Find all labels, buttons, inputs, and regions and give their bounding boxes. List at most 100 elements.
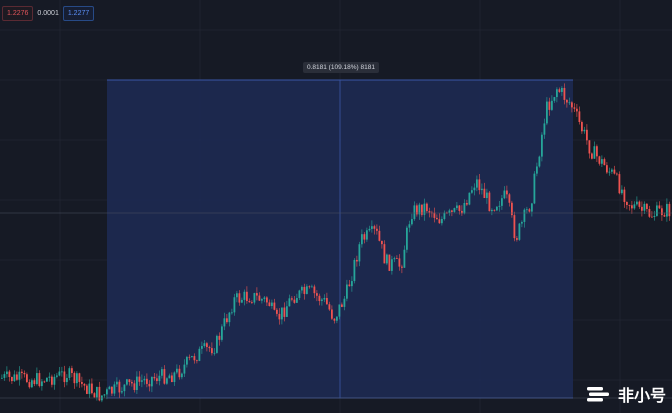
candle-body xyxy=(123,384,126,392)
candle-body xyxy=(336,316,338,321)
candle-body xyxy=(198,348,201,361)
candle-body xyxy=(656,205,658,216)
candle-body xyxy=(461,210,463,214)
feixiaohao-logo-icon xyxy=(586,387,609,402)
candle-body xyxy=(553,97,556,101)
candle-body xyxy=(488,192,491,212)
candle-body xyxy=(278,313,281,320)
candle-body xyxy=(268,302,271,307)
candle-body xyxy=(486,192,488,199)
candle-body xyxy=(383,244,386,264)
candle-body xyxy=(96,386,98,398)
candle-body xyxy=(448,210,451,213)
candle-body xyxy=(293,299,296,303)
candle-body xyxy=(78,373,81,382)
legend-left-value: 1.2276 xyxy=(2,5,34,21)
candle-body xyxy=(168,375,171,379)
candle-body xyxy=(251,302,253,303)
candle-body xyxy=(531,203,533,212)
candle-body xyxy=(231,312,233,314)
candle-body xyxy=(468,192,471,205)
candle-body xyxy=(353,259,356,282)
candle-body xyxy=(508,194,511,203)
candle-body xyxy=(86,385,88,394)
candle-body xyxy=(366,230,368,240)
candle-body xyxy=(218,335,221,340)
candle-body xyxy=(631,205,633,209)
candle-body xyxy=(186,356,188,365)
candle-body xyxy=(288,298,291,307)
candle-body xyxy=(221,326,223,340)
candle-body xyxy=(303,286,306,294)
candle-body xyxy=(621,189,623,194)
candle-body xyxy=(61,371,63,373)
candle-body xyxy=(138,376,141,382)
candle-body xyxy=(483,188,486,199)
candle-body xyxy=(1,377,3,379)
candle-body xyxy=(88,383,91,394)
candle-body xyxy=(643,203,646,211)
candle-body xyxy=(56,375,58,377)
candle-body xyxy=(581,122,583,132)
candle-body xyxy=(551,100,553,110)
candle-body xyxy=(236,293,238,298)
candle-body xyxy=(428,211,431,213)
candle-body xyxy=(206,343,208,348)
candle-body xyxy=(646,203,648,209)
candle-body xyxy=(298,290,301,299)
candle-body xyxy=(636,201,638,205)
candle-body xyxy=(441,219,443,224)
candle-body xyxy=(591,153,593,159)
candle-body xyxy=(296,298,298,303)
candle-body xyxy=(63,371,66,383)
watermark: 非小号 xyxy=(585,382,666,406)
candle-body xyxy=(503,190,506,199)
candle-body xyxy=(248,301,251,303)
candle-body xyxy=(423,203,426,215)
candle-body xyxy=(13,374,16,382)
candle-body xyxy=(328,304,331,310)
candle-body xyxy=(536,166,538,174)
candle-body xyxy=(478,179,481,191)
candle-body xyxy=(658,205,661,209)
candle-body xyxy=(258,295,261,301)
candle-body xyxy=(411,219,413,225)
candle-body xyxy=(393,258,396,260)
candle-body xyxy=(233,297,236,313)
range-selection xyxy=(107,79,573,399)
candle-body xyxy=(11,376,13,382)
candle-body xyxy=(276,309,278,314)
candle-body xyxy=(566,99,568,103)
candle-body xyxy=(301,286,303,291)
candle-body xyxy=(443,212,446,220)
candle-body xyxy=(323,297,326,300)
candle-body xyxy=(321,299,323,301)
candle-body xyxy=(98,386,101,401)
candle-body xyxy=(128,379,131,383)
candle-body xyxy=(576,108,578,112)
candle-body xyxy=(471,190,473,193)
candle-body xyxy=(171,375,173,382)
legend-mid-value: 0.0001 xyxy=(37,9,59,17)
candle-body xyxy=(481,188,483,191)
candle-body xyxy=(316,293,318,296)
candle-body xyxy=(568,102,571,104)
candle-body xyxy=(651,216,653,218)
candle-body xyxy=(408,224,411,228)
candle-body xyxy=(21,371,23,373)
candle-body xyxy=(606,165,608,173)
candle-body xyxy=(226,318,228,323)
candle-body xyxy=(601,159,603,164)
candle-body xyxy=(593,146,596,159)
candle-body xyxy=(358,244,361,262)
candle-body xyxy=(546,101,548,124)
candle-body xyxy=(188,356,191,358)
candle-body xyxy=(618,174,621,194)
candle-body xyxy=(491,209,493,212)
candle-body xyxy=(561,87,563,92)
candle-body xyxy=(103,394,106,396)
candle-body xyxy=(133,383,136,390)
candle-body xyxy=(23,372,26,375)
candle-body xyxy=(33,380,36,385)
